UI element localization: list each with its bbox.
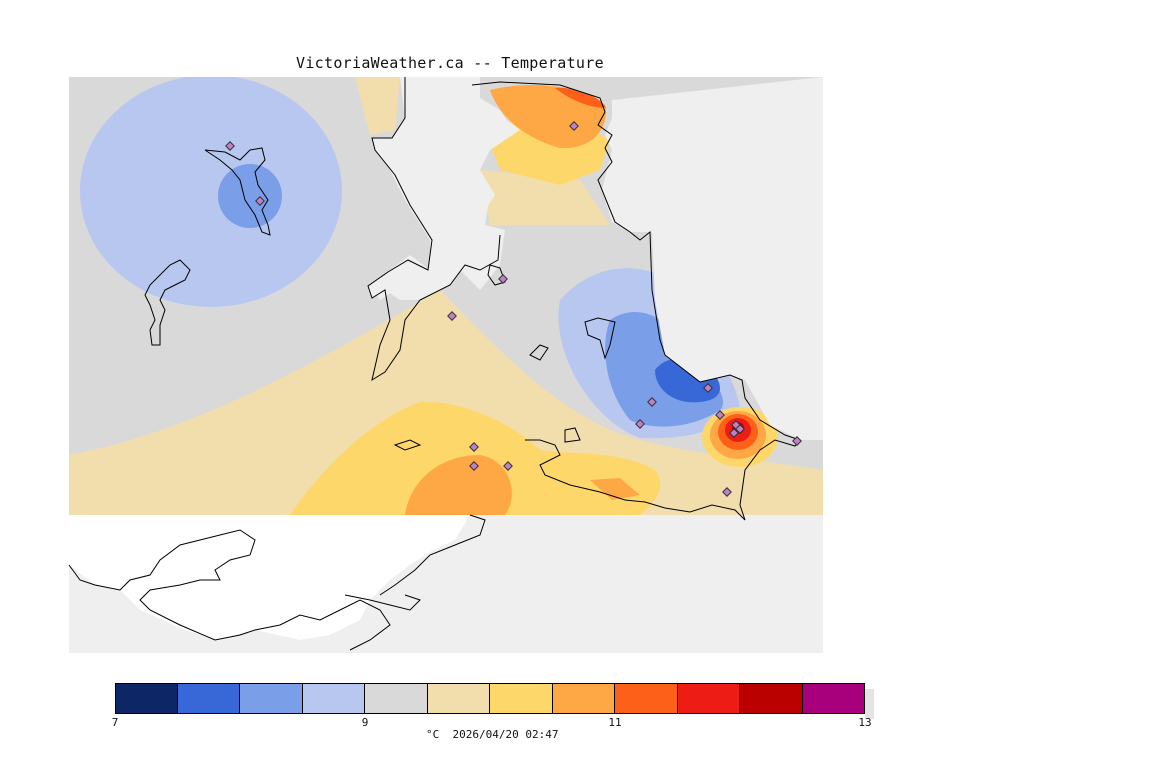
color-legend-swatch [177,683,240,713]
color-legend [115,683,874,719]
contour-band-orange [405,455,512,515]
station-marker [735,424,745,434]
color-legend-swatch [240,683,303,713]
station-marker [792,436,802,446]
station-marker [225,141,235,151]
color-legend-swatch [740,683,803,713]
temperature-map [68,77,823,653]
color-legend-tick-label: 7 [111,716,119,729]
color-legend-tick-label: 9 [361,716,369,729]
color-legend-swatch [490,683,553,713]
color-legend-swatch [365,683,428,713]
southern-landmass [69,515,470,640]
station-marker [647,397,657,407]
color-legend-swatch [427,683,490,713]
color-legend-shadow [865,689,874,719]
sea-strait [602,77,823,440]
temperature-contours [69,77,823,515]
sea-north-inlet [368,77,512,300]
station-marker [635,419,645,429]
color-legend-tick-label: 13 [858,716,872,729]
color-legend-swatch [677,683,740,713]
coastlines [68,77,801,651]
station-marker [469,461,479,471]
station-markers [225,121,802,497]
cold-area-northwest [80,77,342,307]
contour-band-beige [69,290,823,515]
station-marker [447,311,457,321]
color-legend-tick-label: 11 [608,716,622,729]
station-marker [498,274,508,284]
color-legend-frame [115,683,865,714]
station-marker [255,196,265,206]
station-marker [469,442,479,452]
color-legend-swatch [302,683,365,713]
station-marker [722,487,732,497]
color-legend-swatch [552,683,615,713]
station-marker [703,383,713,393]
color-legend-swatch [615,683,678,713]
station-marker [569,121,579,131]
color-legend-caption: °C 2026/04/20 02:47 [426,728,559,741]
station-marker [715,410,725,420]
station-marker [503,461,513,471]
page-title: VictoriaWeather.ca -- Temperature [296,54,604,72]
sea-south [69,515,823,653]
station-marker [729,428,739,438]
color-legend-swatch [115,683,178,713]
